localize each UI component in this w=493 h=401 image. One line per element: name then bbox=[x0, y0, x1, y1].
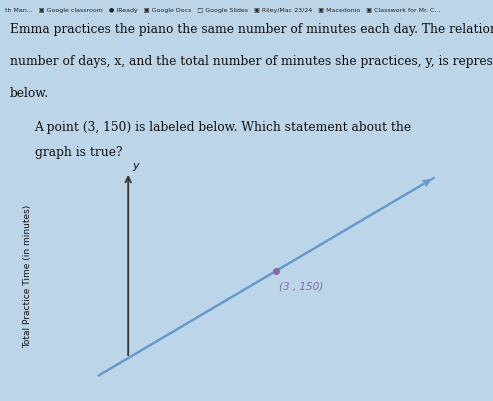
Text: number of days, x, and the total number of minutes she practices, y, is represen: number of days, x, and the total number … bbox=[10, 55, 493, 68]
Text: Emma practices the piano the same number of minutes each day. The relationship b: Emma practices the piano the same number… bbox=[10, 23, 493, 36]
Text: y: y bbox=[132, 161, 139, 171]
Text: Total Practice Time (in minutes): Total Practice Time (in minutes) bbox=[23, 205, 32, 348]
Text: A point (3, 150) is labeled below. Which statement about the: A point (3, 150) is labeled below. Which… bbox=[35, 121, 412, 134]
Text: below.: below. bbox=[10, 87, 49, 100]
Text: (3 , 150): (3 , 150) bbox=[279, 282, 323, 292]
Text: th Man...   ▣ Google classroom   ● IReady   ▣ Google Docs   □ Google Slides   ▣ : th Man... ▣ Google classroom ● IReady ▣ … bbox=[5, 8, 440, 12]
Text: graph is true?: graph is true? bbox=[35, 146, 122, 159]
